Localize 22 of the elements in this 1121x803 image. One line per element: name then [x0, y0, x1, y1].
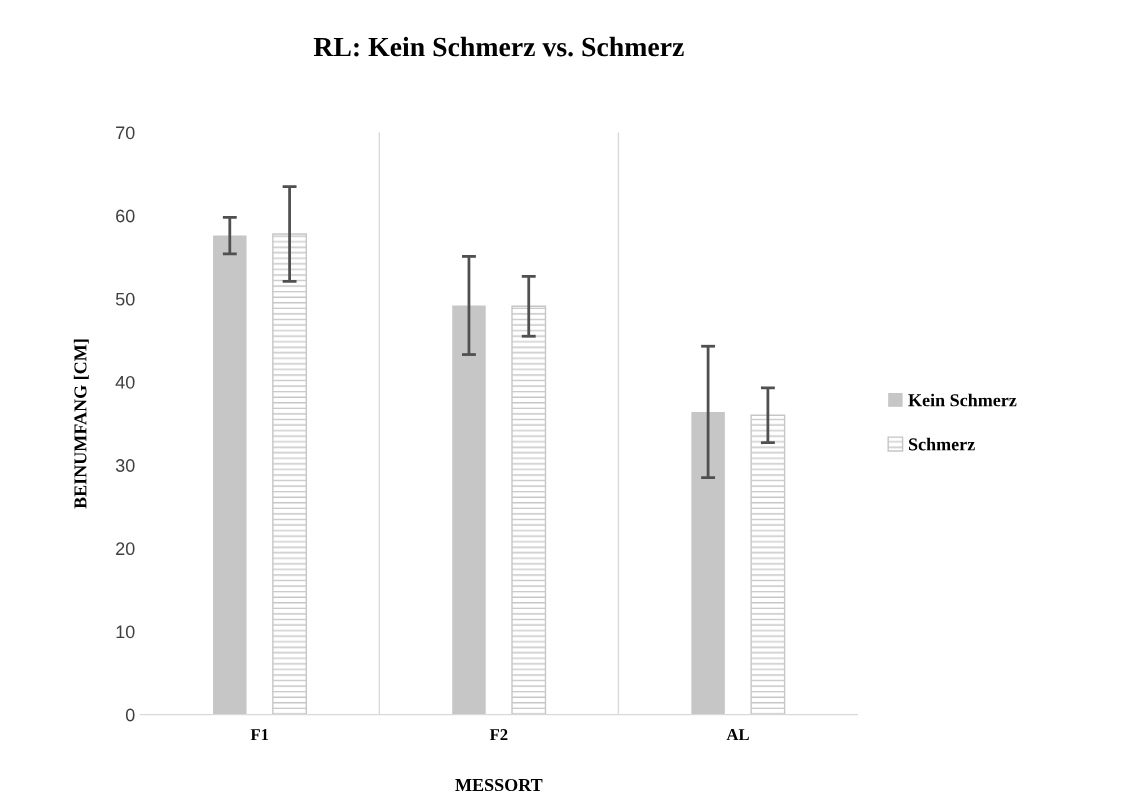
bar [750, 414, 786, 715]
bar [213, 235, 247, 715]
y-tick-label: 30 [115, 459, 135, 472]
x-tick-label: AL [726, 729, 749, 741]
bar [691, 411, 725, 715]
bar [272, 233, 308, 715]
x-tick-label: F2 [489, 729, 508, 741]
y-tick-label: 60 [116, 209, 135, 223]
chart-title: RL: Kein Schmerz vs. Schmerz [313, 36, 684, 57]
x-tick-label: F1 [250, 729, 269, 741]
y-tick-label: 20 [116, 542, 135, 556]
y-tick-label: 40 [115, 375, 135, 389]
y-tick-label: 70 [116, 126, 135, 140]
y-tick-label: 0 [125, 708, 135, 722]
x-axis-title: MESSORT [455, 778, 543, 792]
y-axis-title: BEINUMFANG [CM] [73, 339, 89, 509]
bar [511, 305, 547, 715]
y-tick-label: 50 [115, 292, 135, 306]
legend-label: Schmerz [908, 437, 975, 451]
legend-label: Kein Schmerz [908, 393, 1017, 407]
bar [452, 305, 486, 715]
y-tick-label: 10 [116, 625, 135, 639]
